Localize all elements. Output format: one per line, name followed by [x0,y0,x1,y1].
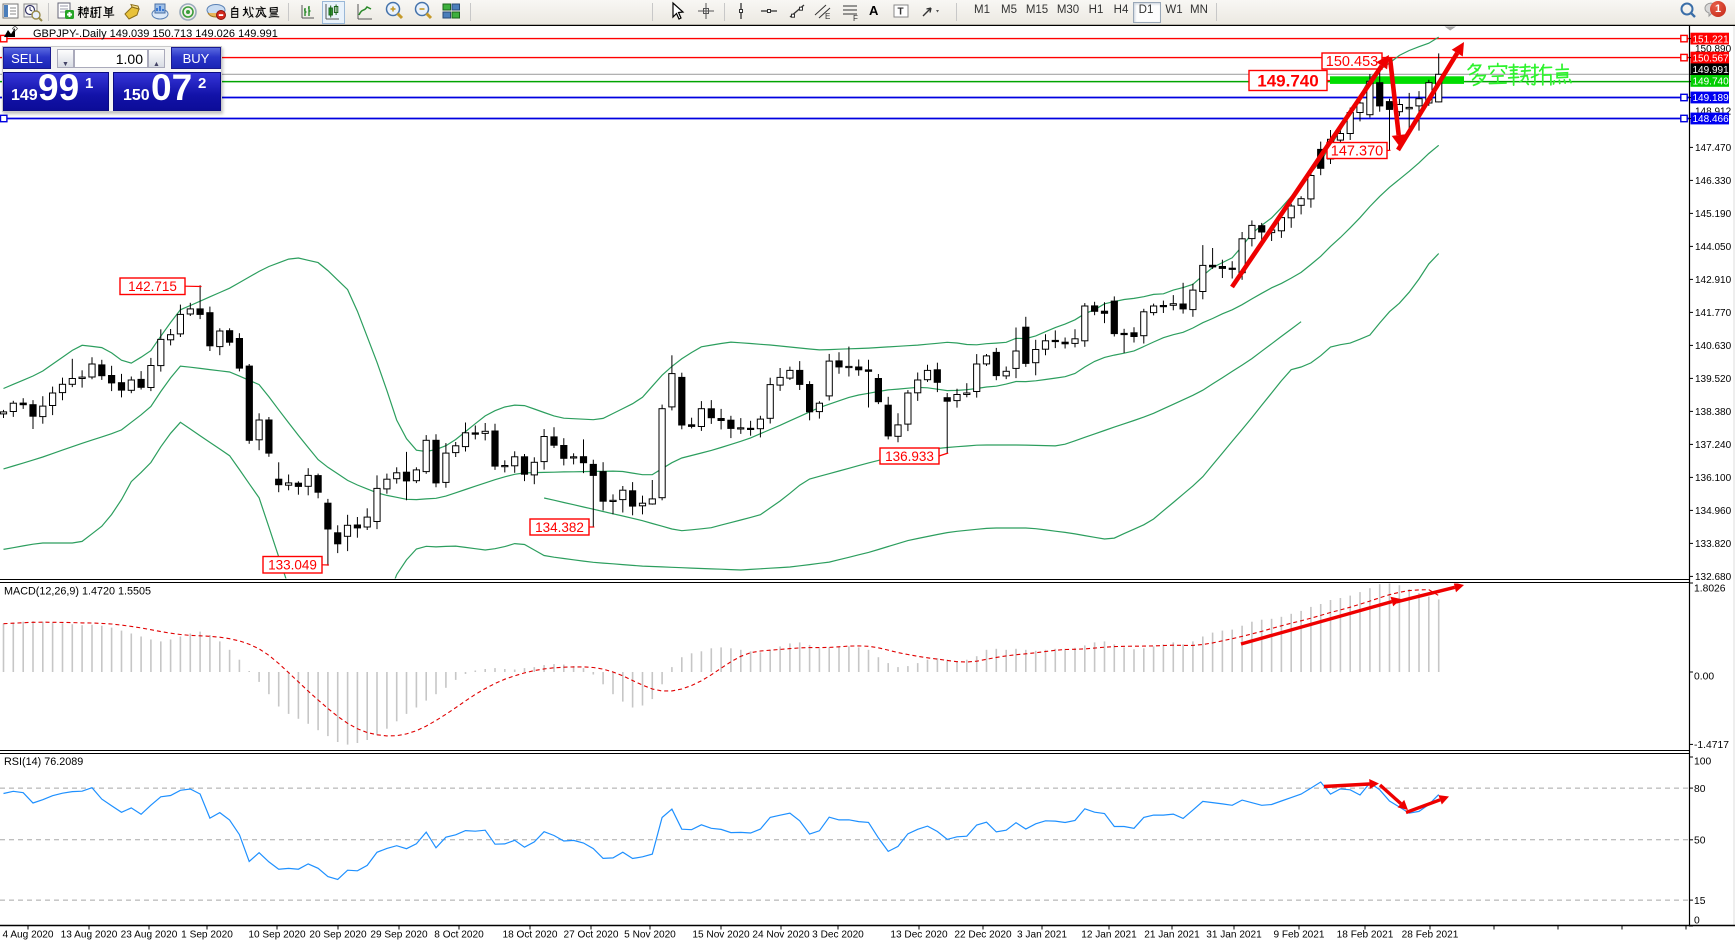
svg-text:137.240: 137.240 [1695,440,1732,451]
svg-text:151.221: 151.221 [1693,34,1730,45]
svg-text:149.740: 149.740 [1257,72,1318,91]
svg-text:80: 80 [1694,784,1706,795]
svg-text:0.00: 0.00 [1694,672,1714,683]
svg-text:132.680: 132.680 [1695,572,1732,583]
svg-text:12 Jan 2021: 12 Jan 2021 [1081,930,1137,941]
svg-text:100: 100 [1694,757,1711,768]
svg-text:27 Oct 2020: 27 Oct 2020 [564,930,619,941]
svg-text:150.890: 150.890 [1695,44,1732,55]
svg-text:8 Oct 2020: 8 Oct 2020 [434,930,484,941]
svg-text:3 Dec 2020: 3 Dec 2020 [812,930,864,941]
svg-text:21 Jan 2021: 21 Jan 2021 [1144,930,1200,941]
svg-text:F: F [853,14,858,23]
svg-text:1 Sep 2020: 1 Sep 2020 [181,930,233,941]
svg-text:24 Nov 2020: 24 Nov 2020 [752,930,810,941]
svg-text:134.382: 134.382 [535,520,584,535]
svg-text:142.715: 142.715 [128,279,177,294]
svg-text:149.991: 149.991 [1693,65,1730,76]
svg-text:T: T [898,7,904,18]
svg-text:139.520: 139.520 [1695,374,1732,385]
svg-text:134.960: 134.960 [1695,506,1732,517]
svg-text:13 Aug 2020: 13 Aug 2020 [61,930,118,941]
svg-text:149.189: 149.189 [1693,93,1730,104]
svg-text:10 Sep 2020: 10 Sep 2020 [248,930,306,941]
svg-text:31 Jan 2021: 31 Jan 2021 [1206,930,1262,941]
svg-text:3 Jan 2021: 3 Jan 2021 [1017,930,1067,941]
svg-text:E: E [825,12,830,21]
svg-text:150.567: 150.567 [1693,53,1730,64]
svg-text:RSI(14) 76.2089: RSI(14) 76.2089 [4,756,83,768]
svg-text:136.100: 136.100 [1695,473,1732,484]
svg-text:140.630: 140.630 [1695,341,1732,352]
svg-text:133.049: 133.049 [268,558,317,573]
svg-text:1.8026: 1.8026 [1694,584,1726,595]
svg-text:-1.4717: -1.4717 [1694,740,1729,751]
svg-text:147.370: 147.370 [1331,144,1383,160]
svg-text:13 Dec 2020: 13 Dec 2020 [890,930,948,941]
svg-text:142.910: 142.910 [1695,275,1732,286]
svg-text:5 Nov 2020: 5 Nov 2020 [624,930,676,941]
svg-text:148.912: 148.912 [1695,107,1732,118]
svg-text:18 Oct 2020: 18 Oct 2020 [503,930,558,941]
svg-text:148.466: 148.466 [1693,114,1730,125]
svg-text:0: 0 [1694,916,1700,927]
svg-text:50: 50 [1694,836,1706,847]
svg-text:MACD(12,26,9) 1.4720 1.5505: MACD(12,26,9) 1.4720 1.5505 [4,586,151,598]
svg-text:20 Sep 2020: 20 Sep 2020 [309,930,367,941]
svg-text:136.933: 136.933 [885,449,934,464]
svg-text:145.190: 145.190 [1695,209,1732,220]
svg-text:133.820: 133.820 [1695,539,1732,550]
svg-text:9 Feb 2021: 9 Feb 2021 [1273,930,1324,941]
svg-text:146.330: 146.330 [1695,176,1732,187]
svg-text:28 Feb 2021: 28 Feb 2021 [1402,930,1459,941]
svg-text:149.740: 149.740 [1693,77,1730,88]
svg-text:4 Aug 2020: 4 Aug 2020 [2,930,53,941]
svg-text:15 Nov 2020: 15 Nov 2020 [692,930,750,941]
svg-text:15: 15 [1694,896,1706,907]
svg-text:GBPJPY-.Daily 149.039 150.713: GBPJPY-.Daily 149.039 150.713 149.026 14… [33,28,278,40]
svg-text:138.380: 138.380 [1695,407,1732,418]
svg-text:29 Sep 2020: 29 Sep 2020 [370,930,428,941]
svg-text:144.050: 144.050 [1695,242,1732,253]
svg-text:18 Feb 2021: 18 Feb 2021 [1337,930,1394,941]
svg-text:147.470: 147.470 [1695,143,1732,154]
svg-text:23 Aug 2020: 23 Aug 2020 [121,930,178,941]
svg-text:22 Dec 2020: 22 Dec 2020 [954,930,1012,941]
svg-text:141.770: 141.770 [1695,308,1732,319]
svg-text:150.453: 150.453 [1326,54,1378,70]
